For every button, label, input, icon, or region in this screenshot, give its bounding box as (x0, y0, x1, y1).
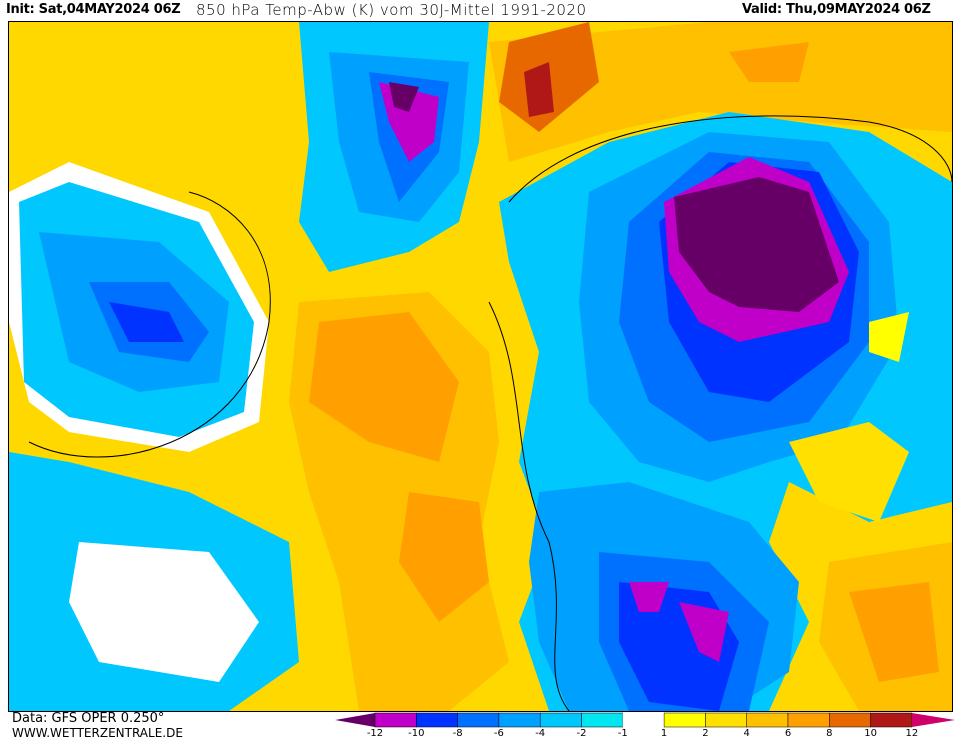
legend-tick-label: 12 (905, 728, 919, 739)
legend-swatch (581, 712, 624, 728)
legend-tick-label: -8 (452, 728, 463, 739)
legend-tick-label: 10 (864, 728, 877, 739)
legend-tick-label: -6 (493, 728, 504, 739)
legend-tick-label: 1 (660, 728, 668, 739)
map-header: Init: Sat,04MAY2024 06Z 850 hPa Temp-Abw… (0, 0, 959, 20)
legend-tick-label: -4 (535, 728, 546, 739)
legend-tick-label: 6 (784, 728, 792, 739)
legend-swatch (498, 712, 541, 728)
legend-tick-label: 4 (743, 728, 750, 739)
legend-swatch (374, 712, 417, 728)
valid-time: Valid: Thu,09MAY2024 06Z (742, 2, 931, 17)
map-title: 850 hPa Temp-Abw (K) vom 30J-Mittel 1991… (196, 1, 587, 19)
legend-swatch (870, 712, 913, 728)
legend-tick-label: -2 (576, 728, 587, 739)
legend-swatch (539, 712, 582, 728)
website-label: WWW.WETTERZENTRALE.DE (12, 726, 183, 740)
legend-tick-label: -12 (366, 728, 384, 739)
legend-swatch (622, 713, 665, 727)
legend-swatch (663, 712, 706, 728)
temperature-anomaly-map (8, 21, 953, 712)
legend-tick-label: -10 (408, 728, 425, 739)
legend-tick-label: 8 (826, 728, 833, 739)
legend-swatch (746, 712, 789, 728)
legend-swatch (457, 712, 500, 728)
legend-swatch (829, 712, 871, 728)
legend-swatch (705, 712, 747, 728)
legend-arrow-low (335, 713, 375, 727)
legend-tick-label: 2 (702, 728, 709, 739)
init-time: Init: Sat,04MAY2024 06Z (6, 2, 181, 17)
legend-tick-label: -1 (617, 728, 628, 739)
legend-swatch (787, 712, 830, 728)
anomaly-field (9, 22, 952, 711)
legend-swatch (416, 712, 458, 728)
legend-arrow-high (911, 713, 955, 727)
data-source-label: Data: GFS OPER 0.250° (12, 711, 165, 726)
